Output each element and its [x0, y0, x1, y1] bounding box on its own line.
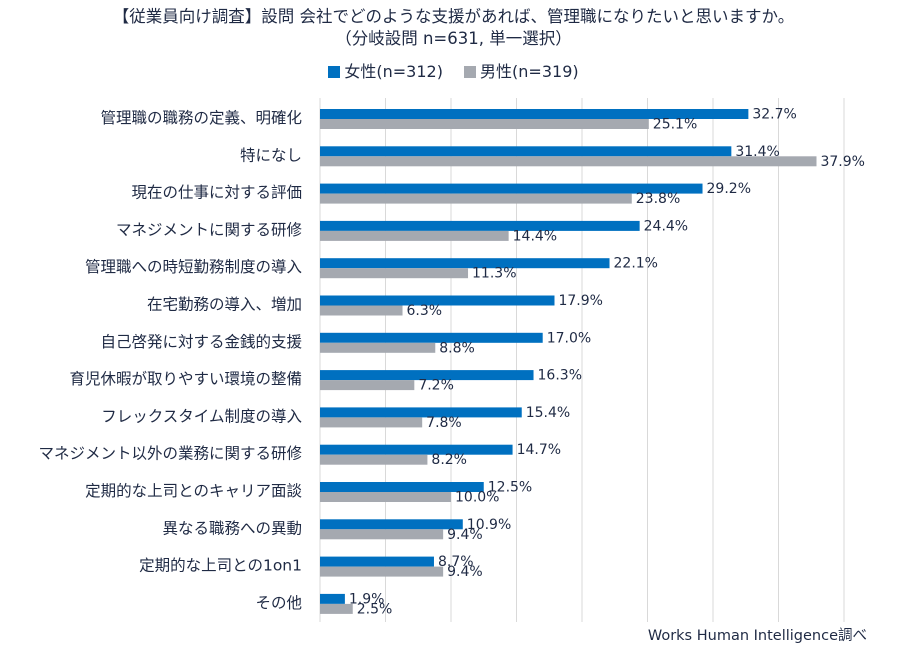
category-label: 自己啓発に対する金銭的支援: [100, 333, 302, 351]
legend-item-male: 男性(n=319): [464, 62, 579, 82]
legend-swatch-female: [328, 66, 341, 78]
bar-female: [320, 258, 610, 269]
data-label-female: 15.4%: [526, 405, 570, 421]
data-label-female: 10.9%: [467, 517, 511, 533]
bar-female: [320, 593, 345, 604]
data-label-female: 17.9%: [558, 293, 602, 309]
bar-male: [320, 417, 423, 428]
bar-female: [320, 183, 703, 194]
bar-male: [320, 230, 509, 241]
data-label-male: 25.1%: [653, 117, 697, 133]
data-label-male: 7.8%: [426, 415, 462, 431]
bar-male: [320, 305, 403, 316]
data-label-female: 8.7%: [438, 554, 474, 570]
bar-female: [320, 407, 522, 418]
data-label-female: 12.5%: [488, 480, 532, 496]
data-label-male: 2.5%: [357, 601, 393, 617]
bar-female: [320, 556, 434, 567]
data-label-female: 1.9%: [349, 591, 385, 607]
source-note: Works Human Intelligence調べ: [647, 628, 867, 644]
chart-title: 【従業員向け調査】設問 会社でどのような支援があれば、管理職になりたいと思います…: [0, 6, 907, 50]
bar-female: [320, 220, 640, 231]
data-label-female: 31.4%: [735, 144, 779, 160]
data-label-male: 8.8%: [439, 340, 475, 356]
category-label: 定期的な上司とのキャリア面談: [85, 482, 302, 500]
category-label: 管理職への時短勤務制度の導入: [85, 258, 302, 276]
category-label: フレックスタイム制度の導入: [101, 407, 302, 425]
data-label-female: 29.2%: [707, 181, 751, 197]
data-label-male: 10.0%: [455, 490, 499, 506]
category-label: マネジメント以外の業務に関する研修: [38, 445, 302, 463]
bar-female: [320, 519, 463, 530]
title-line-1: 【従業員向け調査】設問 会社でどのような支援があれば、管理職になりたいと思います…: [112, 7, 795, 26]
bar-female: [320, 295, 555, 306]
bar-female: [320, 482, 484, 492]
bar-male: [320, 119, 649, 129]
bar-male: [320, 156, 817, 167]
legend: 女性(n=312) 男性(n=319): [0, 62, 907, 83]
data-label-male: 14.4%: [513, 228, 557, 244]
data-label-female: 17.0%: [547, 330, 591, 346]
category-label: 育児休暇が取りやすい環境の整備: [69, 369, 302, 388]
data-label-female: 32.7%: [752, 107, 796, 123]
data-label-male: 9.4%: [447, 527, 483, 543]
category-label: 特になし: [240, 146, 302, 164]
bar-male: [320, 380, 415, 391]
legend-swatch-male: [464, 66, 477, 78]
data-label-female: 16.3%: [538, 368, 582, 384]
data-label-male: 37.9%: [820, 154, 864, 170]
bar-female: [320, 444, 513, 455]
category-label: 管理職の職務の定義、明確化: [100, 109, 302, 127]
data-label-female: 24.4%: [644, 218, 688, 234]
legend-label-male: 男性(n=319): [480, 62, 579, 81]
data-label-male: 11.3%: [472, 266, 516, 282]
data-label-male: 6.3%: [407, 303, 443, 319]
bar-female: [320, 109, 749, 119]
bar-male: [320, 454, 428, 465]
data-label-female: 14.7%: [517, 442, 561, 458]
bar-female: [320, 332, 543, 343]
bar-male: [320, 268, 469, 279]
bar-female: [320, 370, 534, 381]
bar-male: [320, 603, 353, 614]
legend-item-female: 女性(n=312): [328, 62, 443, 82]
data-label-male: 9.4%: [447, 564, 483, 580]
bar-female: [320, 146, 732, 157]
bar-male: [320, 342, 436, 353]
bar-male: [320, 193, 632, 204]
bar-male: [320, 529, 444, 540]
data-label-male: 8.2%: [431, 452, 467, 468]
data-label-female: 22.1%: [614, 256, 658, 272]
title-line-2: （分岐設問 n=631, 単一選択）: [335, 29, 572, 48]
category-label: 現在の仕事に対する評価: [131, 184, 302, 202]
legend-label-female: 女性(n=312): [344, 62, 443, 81]
category-label: 在宅勤務の導入、増加: [147, 296, 302, 314]
bar-male: [320, 492, 451, 502]
bar-male: [320, 566, 444, 577]
category-label: マネジメントに関する研修: [116, 221, 303, 239]
category-label: 異なる職務への異動: [162, 519, 302, 537]
data-label-male: 23.8%: [636, 191, 680, 207]
data-label-male: 7.2%: [418, 378, 454, 394]
category-label: 定期的な上司との1on1: [139, 557, 302, 575]
category-label: その他: [255, 594, 302, 612]
